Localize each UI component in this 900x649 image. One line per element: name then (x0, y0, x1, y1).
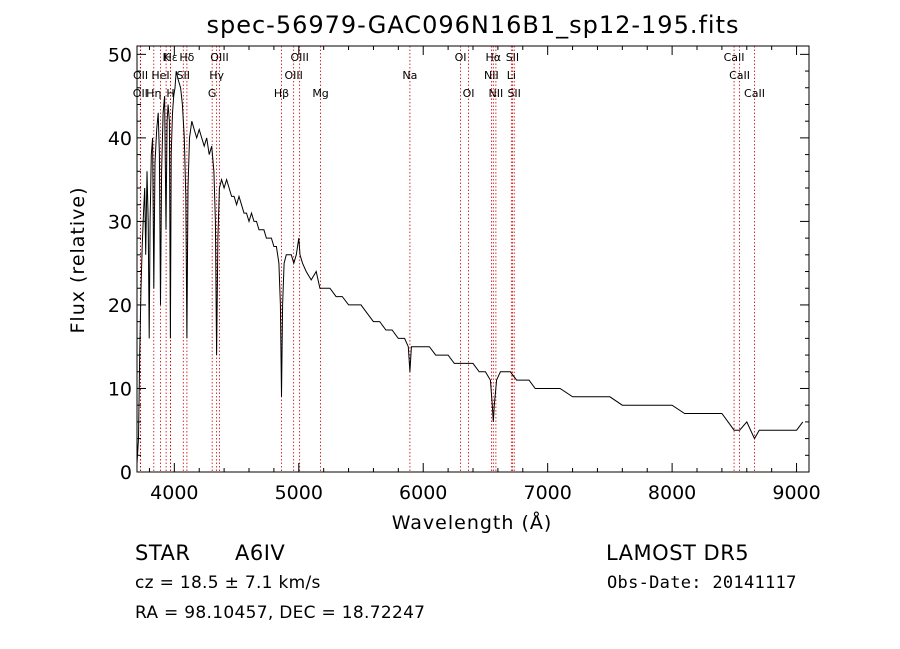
redshift-cz: cz = 18.5 ± 7.1 km/s (135, 573, 321, 593)
chart-title: spec-56979-GAC096N16B1_sp12-195.fits (206, 11, 739, 39)
line-label: NII (484, 69, 499, 82)
line-label: CaII (744, 87, 765, 100)
x-tick-label: 6000 (399, 482, 447, 504)
x-tick-label: 9000 (772, 482, 820, 504)
y-axis: 0 10 20 30 40 50 (108, 44, 809, 484)
line-label: OIII (284, 69, 302, 82)
y-tick-label: 50 (108, 44, 132, 66)
line-label: SII (507, 87, 520, 100)
line-label: Mg (312, 87, 328, 100)
y-axis-label: Flux (relative) (67, 186, 89, 333)
line-label: OI (455, 51, 467, 64)
survey-name: LAMOST DR5 (606, 541, 750, 565)
line-label: SII (506, 51, 519, 64)
object-class: STAR (135, 541, 191, 565)
line-label: Hδ (179, 51, 194, 64)
line-label: OI (463, 87, 475, 100)
line-label: OII (133, 87, 148, 100)
line-label: HeI (151, 69, 169, 82)
y-tick-label: 30 (108, 211, 132, 233)
line-label: Na (402, 69, 417, 82)
y-tick-label: 40 (108, 128, 132, 150)
line-label: Hβ (274, 87, 289, 100)
object-subclass: A6IV (235, 541, 286, 565)
y-tick-label: 0 (120, 462, 132, 484)
x-tick-label: 5000 (275, 482, 323, 504)
line-label: Hγ (209, 69, 224, 82)
line-label: SII (177, 69, 190, 82)
line-label: K (163, 51, 171, 64)
line-label: OIII (290, 51, 308, 64)
line-label: G (208, 87, 217, 100)
line-label: Li (507, 69, 516, 82)
line-label: OIII (210, 51, 228, 64)
y-tick-label: 10 (108, 378, 132, 400)
line-label: NII (489, 87, 504, 100)
x-axis-label: Wavelength (Å) (392, 511, 553, 534)
x-axis: 4000 5000 6000 7000 8000 9000 (148, 46, 821, 504)
spectral-line-markers (139, 46, 755, 472)
y-tick-label: 20 (108, 295, 132, 317)
line-label: OII (133, 69, 148, 82)
ra-dec-coordinates: RA = 98.10457, DEC = 18.72247 (135, 603, 426, 623)
line-label: CaII (724, 51, 745, 64)
plot-frame (136, 45, 810, 473)
x-tick-label: 8000 (648, 482, 696, 504)
x-tick-label: 4000 (150, 482, 198, 504)
spectrum-line (136, 70, 804, 464)
line-label: Hε (163, 51, 177, 64)
line-label: CaII (729, 69, 750, 82)
line-label: H (166, 87, 174, 100)
x-tick-label: 7000 (523, 482, 571, 504)
observation-date: Obs-Date: 20141117 (607, 573, 797, 593)
line-label: Hη (146, 87, 161, 100)
line-label: Hα (486, 51, 502, 64)
